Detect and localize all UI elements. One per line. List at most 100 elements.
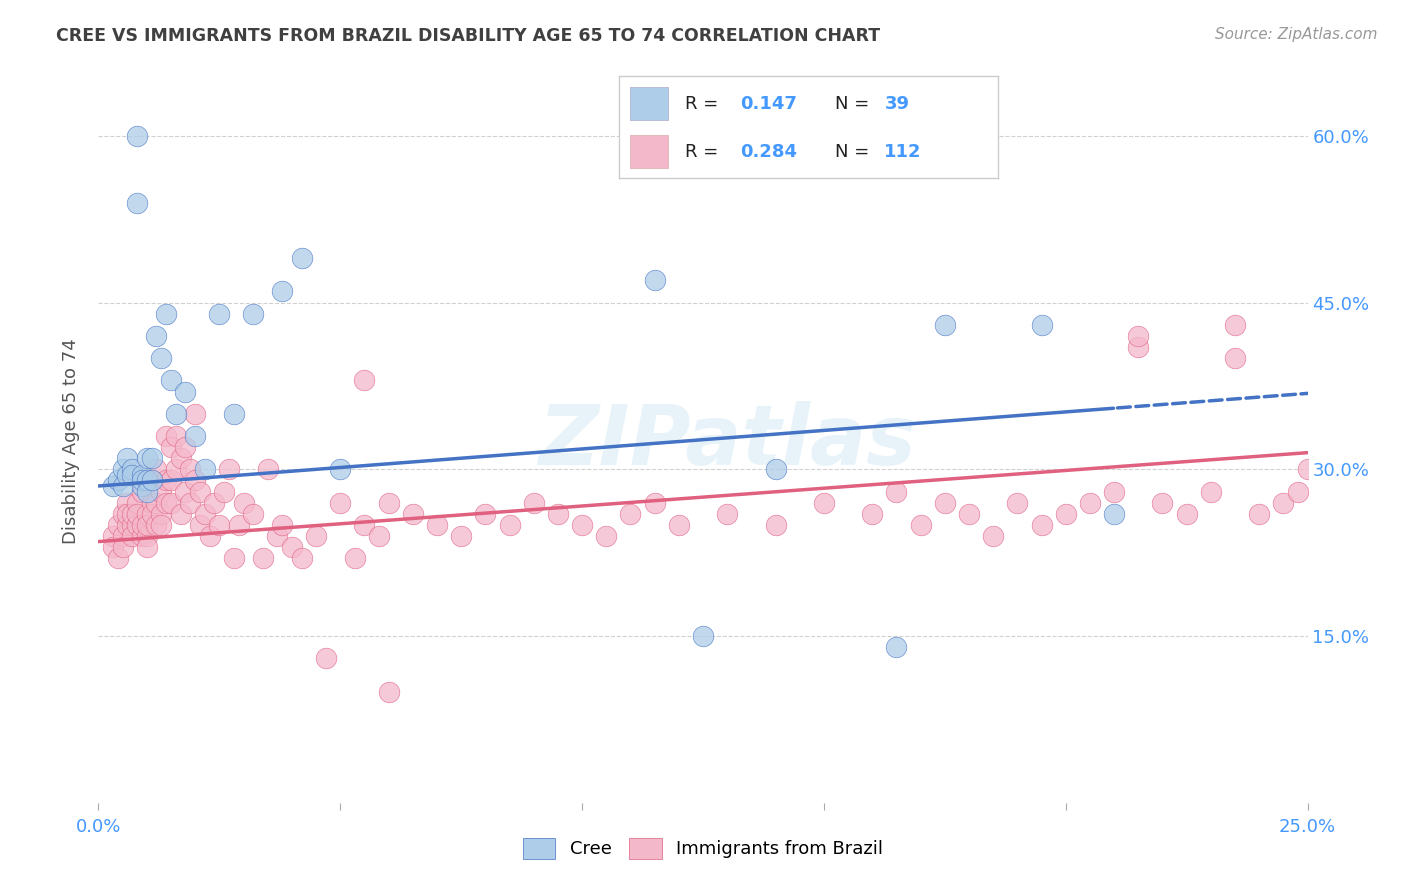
Immigrants from Brazil (1152, 496, 1174, 510)
Immigrants from Brazil (222, 551, 245, 566)
Immigrants from Brazil (377, 684, 399, 698)
Cree (165, 407, 187, 421)
Cree (329, 462, 352, 476)
Cree (934, 318, 956, 332)
Immigrants from Brazil (145, 517, 167, 532)
Cree (117, 467, 139, 482)
Immigrants from Brazil (212, 484, 235, 499)
Immigrants from Brazil (910, 517, 932, 532)
Cree (150, 351, 173, 366)
Immigrants from Brazil (208, 517, 231, 532)
Immigrants from Brazil (135, 517, 157, 532)
Immigrants from Brazil (571, 517, 593, 532)
Immigrants from Brazil (981, 529, 1004, 543)
Immigrants from Brazil (117, 517, 139, 532)
Immigrants from Brazil (131, 529, 153, 543)
Text: N =: N = (835, 95, 875, 112)
Cree (184, 429, 207, 443)
Immigrants from Brazil (305, 529, 328, 543)
FancyBboxPatch shape (630, 136, 668, 168)
Cree (131, 479, 153, 493)
Immigrants from Brazil (256, 462, 278, 476)
Immigrants from Brazil (117, 507, 139, 521)
Immigrants from Brazil (595, 529, 617, 543)
Cree (127, 128, 149, 143)
Immigrants from Brazil (547, 507, 569, 521)
Immigrants from Brazil (1054, 507, 1077, 521)
Immigrants from Brazil (644, 496, 666, 510)
Cree (127, 195, 149, 210)
Cree (174, 384, 197, 399)
Cree (135, 451, 157, 466)
Immigrants from Brazil (127, 496, 149, 510)
Immigrants from Brazil (1272, 496, 1295, 510)
Immigrants from Brazil (266, 529, 288, 543)
Immigrants from Brazil (155, 429, 177, 443)
Cree (886, 640, 908, 655)
Text: 0.147: 0.147 (740, 95, 797, 112)
Immigrants from Brazil (343, 551, 366, 566)
Cree (644, 273, 666, 287)
Immigrants from Brazil (1128, 329, 1150, 343)
FancyBboxPatch shape (630, 87, 668, 120)
Immigrants from Brazil (1031, 517, 1053, 532)
Immigrants from Brazil (1296, 462, 1319, 476)
Cree (111, 479, 134, 493)
Immigrants from Brazil (426, 517, 449, 532)
Immigrants from Brazil (218, 462, 240, 476)
Cree (208, 307, 231, 321)
Immigrants from Brazil (111, 529, 134, 543)
Immigrants from Brazil (150, 484, 173, 499)
Immigrants from Brazil (121, 517, 143, 532)
Immigrants from Brazil (194, 507, 217, 521)
Immigrants from Brazil (377, 496, 399, 510)
Immigrants from Brazil (184, 474, 207, 488)
Cree (131, 467, 153, 482)
Immigrants from Brazil (165, 429, 187, 443)
Immigrants from Brazil (127, 507, 149, 521)
Legend: Cree, Immigrants from Brazil: Cree, Immigrants from Brazil (516, 830, 890, 866)
Cree (117, 451, 139, 466)
Text: 0.284: 0.284 (740, 143, 797, 161)
Y-axis label: Disability Age 65 to 74: Disability Age 65 to 74 (62, 339, 80, 544)
Immigrants from Brazil (155, 496, 177, 510)
Cree (692, 629, 714, 643)
Immigrants from Brazil (188, 517, 211, 532)
Cree (160, 373, 183, 387)
Text: Source: ZipAtlas.com: Source: ZipAtlas.com (1215, 27, 1378, 42)
Immigrants from Brazil (765, 517, 787, 532)
Immigrants from Brazil (523, 496, 546, 510)
Immigrants from Brazil (145, 496, 167, 510)
Immigrants from Brazil (290, 551, 312, 566)
Immigrants from Brazil (135, 529, 157, 543)
Immigrants from Brazil (174, 484, 197, 499)
Immigrants from Brazil (1007, 496, 1029, 510)
Immigrants from Brazil (619, 507, 641, 521)
Immigrants from Brazil (184, 407, 207, 421)
Immigrants from Brazil (111, 540, 134, 554)
Immigrants from Brazil (716, 507, 738, 521)
Cree (1031, 318, 1053, 332)
Immigrants from Brazil (160, 496, 183, 510)
Immigrants from Brazil (179, 462, 201, 476)
Immigrants from Brazil (1249, 507, 1271, 521)
Text: 112: 112 (884, 143, 922, 161)
Cree (765, 462, 787, 476)
Immigrants from Brazil (813, 496, 835, 510)
Cree (101, 479, 124, 493)
Immigrants from Brazil (1286, 484, 1309, 499)
Cree (131, 474, 153, 488)
Immigrants from Brazil (141, 474, 163, 488)
Immigrants from Brazil (204, 496, 226, 510)
Text: R =: R = (685, 143, 724, 161)
Cree (222, 407, 245, 421)
Cree (290, 251, 312, 265)
Cree (121, 467, 143, 482)
Text: R =: R = (685, 95, 724, 112)
Immigrants from Brazil (474, 507, 496, 521)
Cree (135, 484, 157, 499)
Immigrants from Brazil (150, 507, 173, 521)
Text: 39: 39 (884, 95, 910, 112)
Cree (242, 307, 264, 321)
Immigrants from Brazil (368, 529, 391, 543)
